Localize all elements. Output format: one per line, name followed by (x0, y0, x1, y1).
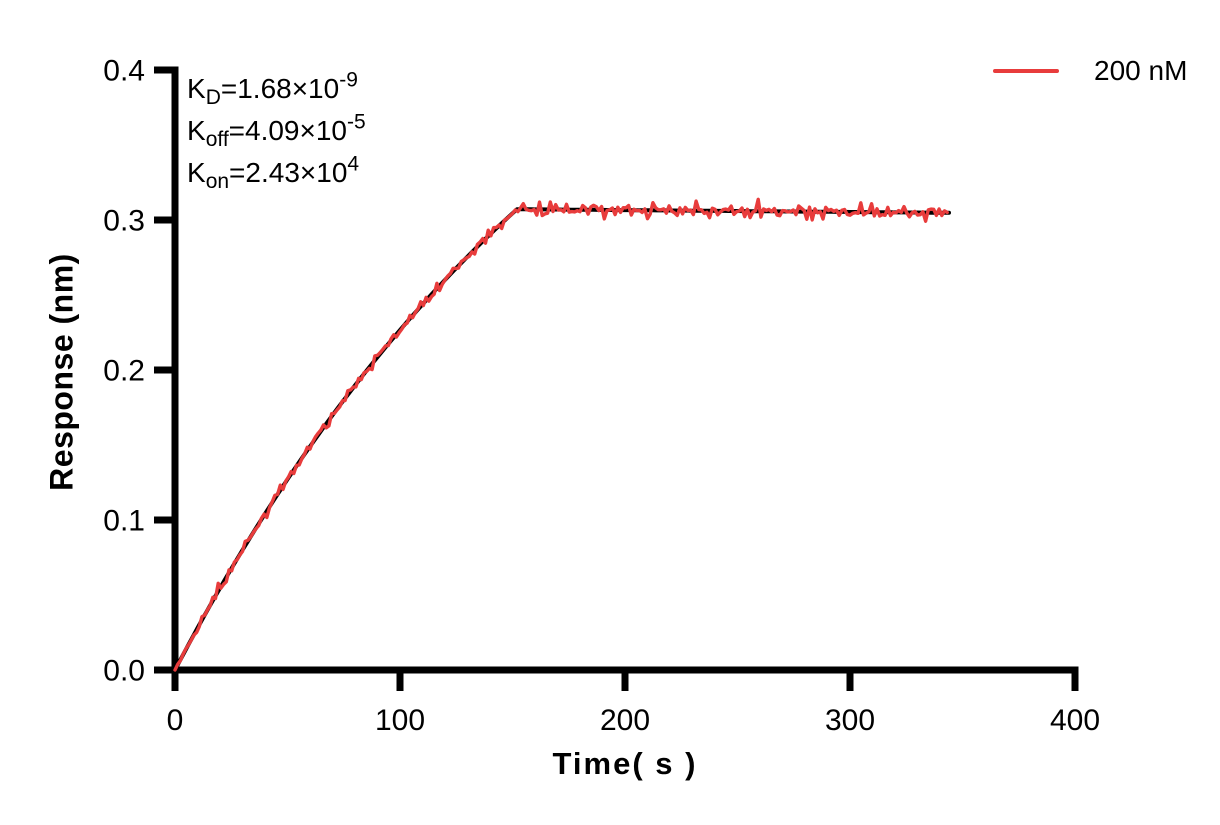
annotation-koff: Koff=4.09×10-5 (187, 110, 366, 152)
kon-subscript: on (205, 169, 230, 193)
data-curve-200nM (173, 197, 949, 672)
kon-exponent: 4 (347, 152, 360, 176)
x-axis-ticks: 0 100 200 300 400 (167, 670, 1100, 737)
y-axis-ticks: 0.0 0.1 0.2 0.3 0.4 (103, 55, 175, 688)
koff-value: =4.09×10 (228, 115, 347, 146)
legend-label-200nM: 200 nM (1094, 55, 1188, 86)
koff-symbol: K (187, 115, 206, 146)
x-axis-title: Time( s ) (552, 746, 698, 781)
kinetics-annotations: KD=1.68×10-9 Koff=4.09×10-5 Kon=2.43×104 (187, 68, 366, 194)
fit-curve (173, 207, 951, 672)
y-tick-label: 0.1 (103, 505, 145, 538)
annotation-kd: KD=1.68×10-9 (187, 68, 366, 110)
y-tick-label: 0.0 (103, 655, 145, 688)
kd-subscript: D (205, 85, 221, 109)
legend-line-swatch (993, 69, 1059, 73)
x-tick-label: 200 (600, 704, 650, 737)
kon-symbol: K (187, 157, 206, 188)
x-tick-label: 300 (825, 704, 875, 737)
y-tick-label: 0.2 (103, 355, 145, 388)
y-tick-label: 0.3 (103, 205, 145, 238)
kon-value: =2.43×10 (229, 157, 348, 188)
x-tick-label: 0 (167, 704, 184, 737)
koff-exponent: -5 (347, 110, 366, 134)
y-axis-title: Response (nm) (43, 253, 80, 491)
annotation-kon: Kon=2.43×104 (187, 152, 366, 194)
koff-subscript: off (205, 127, 229, 151)
curves (173, 197, 951, 672)
x-tick-label: 400 (1050, 704, 1100, 737)
kd-symbol: K (187, 73, 206, 104)
legend: 200 nM (993, 54, 1187, 88)
kd-value: =1.68×10 (220, 73, 340, 104)
kd-exponent: -9 (339, 68, 358, 92)
x-tick-label: 100 (375, 704, 425, 737)
y-tick-label: 0.4 (103, 55, 145, 88)
